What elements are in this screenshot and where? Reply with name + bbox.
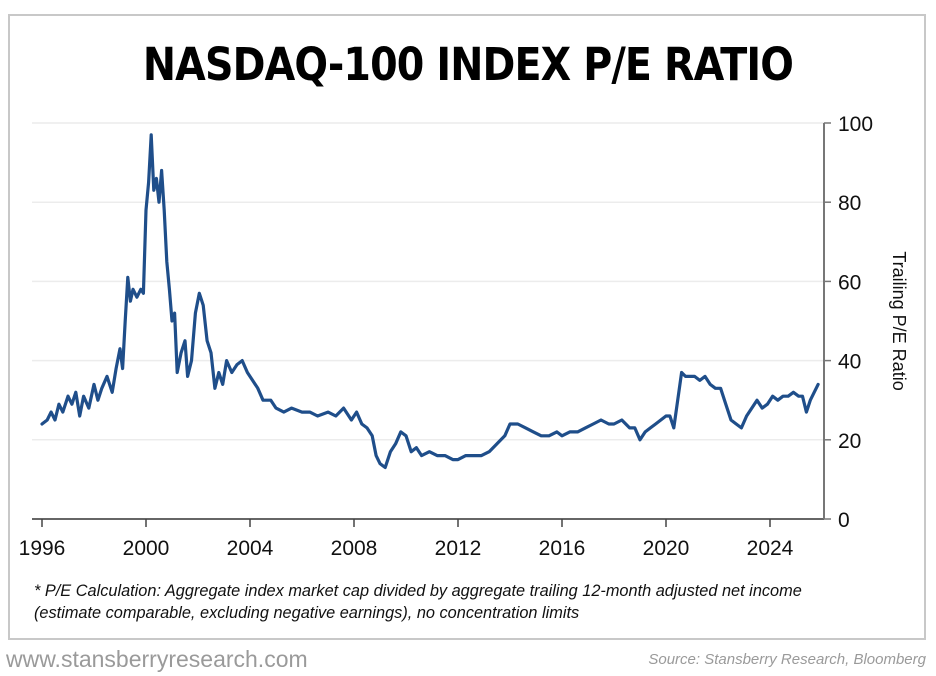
x-tick-label: 2024	[747, 537, 794, 560]
y-axis-label: Trailing P/E Ratio	[889, 251, 909, 390]
y-tick-label: 100	[838, 113, 873, 136]
y-tick-label: 20	[838, 430, 861, 453]
x-tick-label: 2016	[539, 537, 586, 560]
x-tick-label: 2008	[331, 537, 378, 560]
y-tick-label: 80	[838, 192, 861, 215]
x-tick-label: 2020	[643, 537, 690, 560]
footnote: * P/E Calculation: Aggregate index marke…	[34, 581, 802, 622]
y-tick-label: 60	[838, 271, 861, 294]
y-axis-ticks: 0 20 40 60 80 100	[824, 113, 873, 532]
chart-title: NASDAQ-100 INDEX P/E RATIO	[142, 38, 794, 91]
y-tick-label: 0	[838, 509, 850, 532]
y-tick-label: 40	[838, 351, 861, 374]
x-tick-label: 2012	[435, 537, 482, 560]
website-link[interactable]: www.stansberryresearch.com	[6, 646, 308, 672]
x-tick-label: 2000	[123, 537, 170, 560]
gridlines	[32, 122, 824, 441]
series-group	[40, 133, 820, 470]
x-axis-ticks: 1996 2000 2004 2008 2012 2016 2020 2024	[19, 519, 794, 560]
series-line	[40, 133, 820, 470]
axes	[32, 123, 825, 520]
x-tick-label: 1996	[19, 537, 66, 560]
source-note: Source: Stansberry Research, Bloomberg	[648, 651, 926, 668]
chart-frame	[8, 14, 926, 640]
x-tick-label: 2004	[227, 537, 274, 560]
